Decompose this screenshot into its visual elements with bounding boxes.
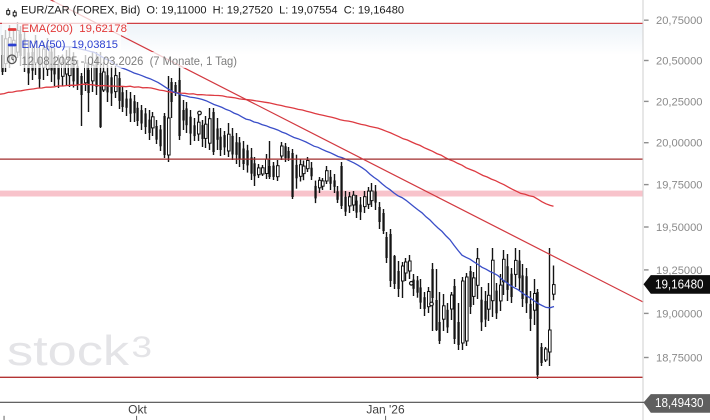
svg-text:19,25000: 19,25000 — [656, 265, 703, 277]
svg-text:18,49430: 18,49430 — [655, 396, 704, 410]
svg-text:EUR/ZAR (FOREX, Bid) O: 19,11: EUR/ZAR (FOREX, Bid) O: 19,11000 H: 19,2… — [21, 4, 404, 16]
svg-text:3: 3 — [132, 331, 153, 364]
svg-text:19,75000: 19,75000 — [656, 180, 703, 192]
svg-text:EMA(50) 19,03815: EMA(50) 19,03815 — [22, 39, 119, 51]
svg-text:Okt: Okt — [128, 403, 147, 417]
svg-text:20,50000: 20,50000 — [656, 55, 703, 67]
svg-text:18,75000: 18,75000 — [656, 352, 703, 364]
svg-text:19,50000: 19,50000 — [656, 222, 703, 234]
svg-text:stock: stock — [7, 327, 130, 374]
svg-text:20,75000: 20,75000 — [656, 15, 703, 27]
svg-text:20,25000: 20,25000 — [656, 96, 703, 108]
svg-text:19,16480: 19,16480 — [655, 278, 704, 292]
svg-text:EMA(200) 19,62178: EMA(200) 19,62178 — [22, 23, 128, 35]
svg-text:19,00000: 19,00000 — [656, 308, 703, 320]
svg-text:12.08.2025 - 04.03.2026 (7 Mo: 12.08.2025 - 04.03.2026 (7 Monate, 1 Tag… — [22, 55, 238, 68]
svg-text:Jan '26: Jan '26 — [366, 403, 405, 417]
svg-text:20,00000: 20,00000 — [656, 138, 703, 150]
